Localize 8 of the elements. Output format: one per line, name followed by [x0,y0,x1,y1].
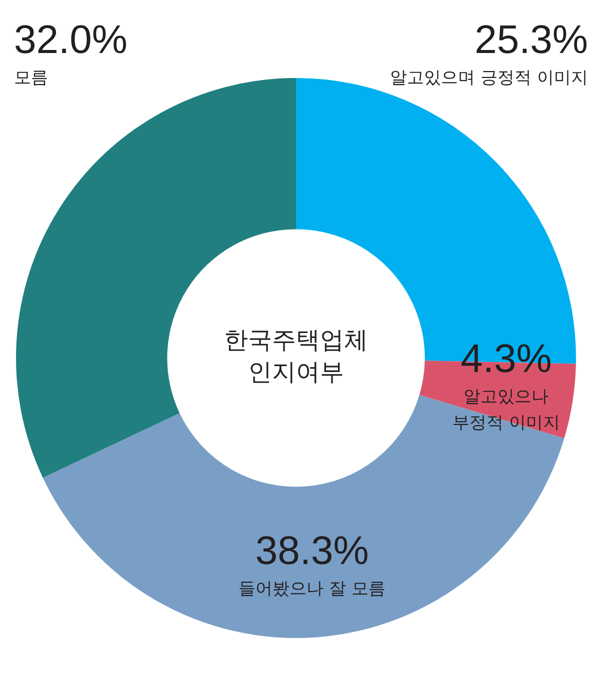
data-label: 38.3% [255,529,369,574]
slice-label: 알고있으며 긍정적 이미지 [390,68,588,88]
slice-label: 들어봤으나 잘 모름 [238,579,386,600]
data-label: 32.0% [14,18,128,62]
data-label: 25.3% [474,18,588,62]
slice-label: 알고있으나 부정적 이미지 [452,386,560,433]
text: 한국주택업체 인지여부 [224,326,368,386]
slice-label: 모름 [14,68,48,88]
